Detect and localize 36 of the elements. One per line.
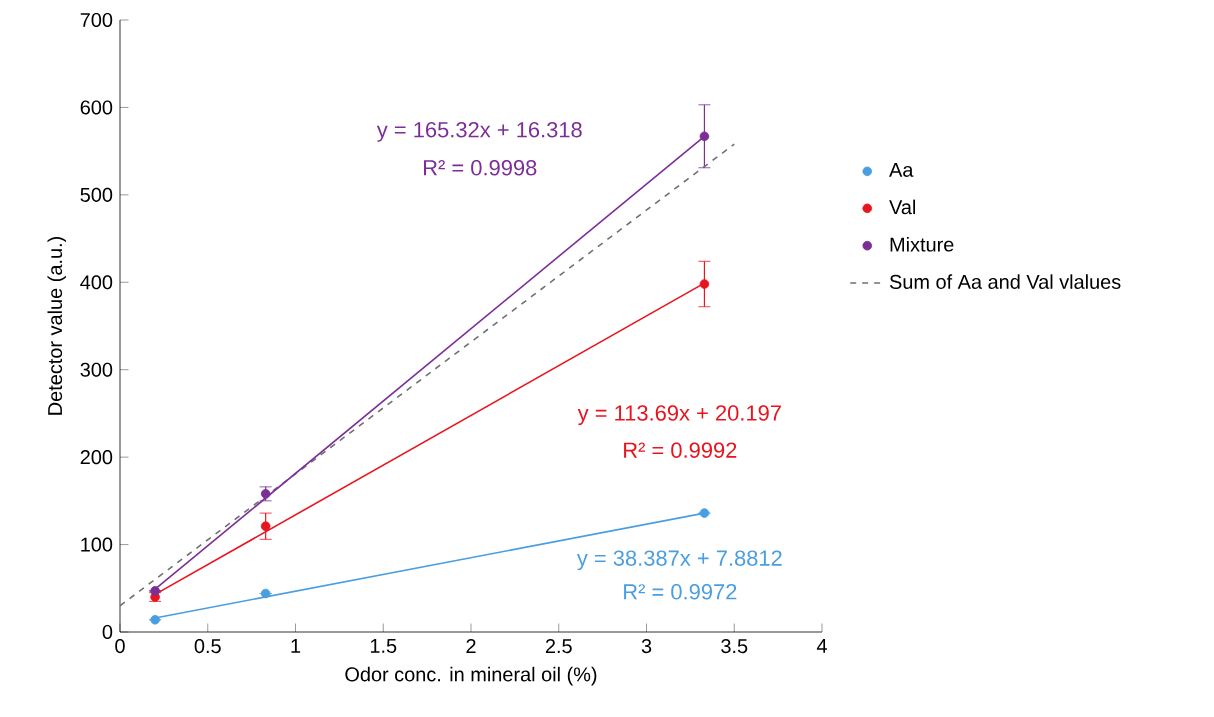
x-axis-title: Odor conc. in mineral oil (%) xyxy=(345,666,597,686)
legend-label: Sum of Aa and Val vlalues xyxy=(889,274,1121,289)
legend-label: Val xyxy=(889,199,916,215)
y-tick-label: 400 xyxy=(80,275,113,290)
y-axis-title: Detector value (a.u.) xyxy=(47,237,67,415)
y-tick-label: 200 xyxy=(80,450,113,465)
y-tick-label: 600 xyxy=(80,100,113,115)
point xyxy=(260,521,271,531)
annotation: y = 113.69x + 20.197 xyxy=(577,405,781,426)
x-tick-label: 0.5 xyxy=(194,639,221,654)
y-tick-label: 300 xyxy=(80,362,113,377)
x-tick-label: 2 xyxy=(466,639,476,653)
x-tick-label: 3.5 xyxy=(721,639,748,654)
y-tick-label: 100 xyxy=(81,537,113,552)
x-tick-label: 1 xyxy=(291,639,301,653)
x-tick-label: 3 xyxy=(641,639,652,654)
point xyxy=(260,588,271,599)
annotation: y = 38.387x + 7.8812 xyxy=(576,550,782,571)
legend-label: Aa xyxy=(889,163,914,177)
x-tick-label: 1.5 xyxy=(370,639,397,653)
point xyxy=(150,614,160,625)
annotation: R² = 0.9972 xyxy=(624,584,737,600)
annotation: R² = 0.9998 xyxy=(424,160,537,176)
x-tick-label: 4 xyxy=(816,639,827,653)
annotation: R² = 0.9992 xyxy=(624,442,737,458)
point xyxy=(699,508,710,518)
point xyxy=(699,131,710,142)
point xyxy=(699,279,710,289)
y-tick-label: 0 xyxy=(102,624,113,640)
x-tick-label: 0 xyxy=(115,639,125,654)
x-tick-label: 2.5 xyxy=(545,639,572,654)
legend-label: Mixture xyxy=(890,236,954,252)
y-tick-label: 700 xyxy=(80,12,113,28)
point xyxy=(150,586,160,596)
annotation: y = 165.32x + 16.318 xyxy=(376,122,582,142)
y-tick-label: 500 xyxy=(80,187,113,202)
